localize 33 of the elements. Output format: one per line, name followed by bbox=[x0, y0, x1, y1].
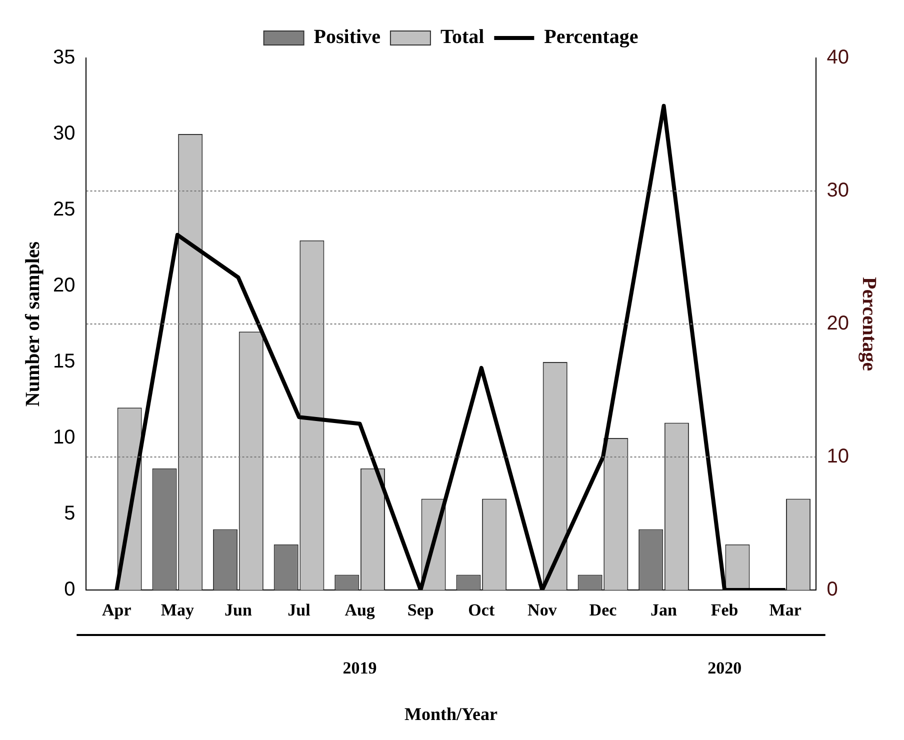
y-tick-label: 5 bbox=[64, 502, 76, 525]
x-tick-label: Oct bbox=[468, 600, 495, 620]
legend-label: Percentage bbox=[544, 26, 638, 48]
x-tick-label: Mar bbox=[769, 600, 802, 620]
y-tick-label: 35 bbox=[52, 46, 76, 69]
y-axis-title: Number of samples bbox=[22, 241, 44, 407]
x-tick-label: May bbox=[160, 600, 194, 620]
x-axis-title: Month/Year bbox=[404, 704, 498, 724]
legend-label: Positive bbox=[314, 26, 381, 48]
y-tick-label: 20 bbox=[52, 274, 76, 297]
x-tick-label: Dec bbox=[589, 600, 618, 620]
legend-label: Total bbox=[440, 26, 485, 48]
y2-tick-label: 40 bbox=[826, 46, 850, 69]
text: 2020 bbox=[708, 658, 742, 678]
y2-tick-label: 20 bbox=[826, 312, 850, 335]
y-tick-label: 10 bbox=[52, 426, 76, 449]
y-tick-label: 30 bbox=[52, 122, 76, 145]
y2-tick-label: 0 bbox=[826, 578, 838, 601]
y-tick-label: 25 bbox=[52, 198, 76, 221]
y2-tick-label: 10 bbox=[826, 446, 850, 468]
y-tick-label: 15 bbox=[52, 350, 76, 373]
x-tick-label: Jul bbox=[288, 600, 311, 620]
x-tick-label: Apr bbox=[102, 600, 132, 620]
x-tick-label: Feb bbox=[710, 600, 738, 620]
x-tick-label: Jun bbox=[224, 600, 252, 620]
y2-axis-title: Percentage bbox=[858, 276, 880, 372]
x-tick-label: Aug bbox=[344, 600, 376, 620]
y2-tick-label: 30 bbox=[826, 180, 850, 202]
y-tick-label: 0 bbox=[64, 578, 76, 601]
x-tick-label: Jan bbox=[650, 600, 678, 620]
text: 2019 bbox=[342, 658, 377, 678]
x-tick-label: Sep bbox=[407, 600, 434, 620]
x-tick-label: Nov bbox=[528, 600, 558, 620]
